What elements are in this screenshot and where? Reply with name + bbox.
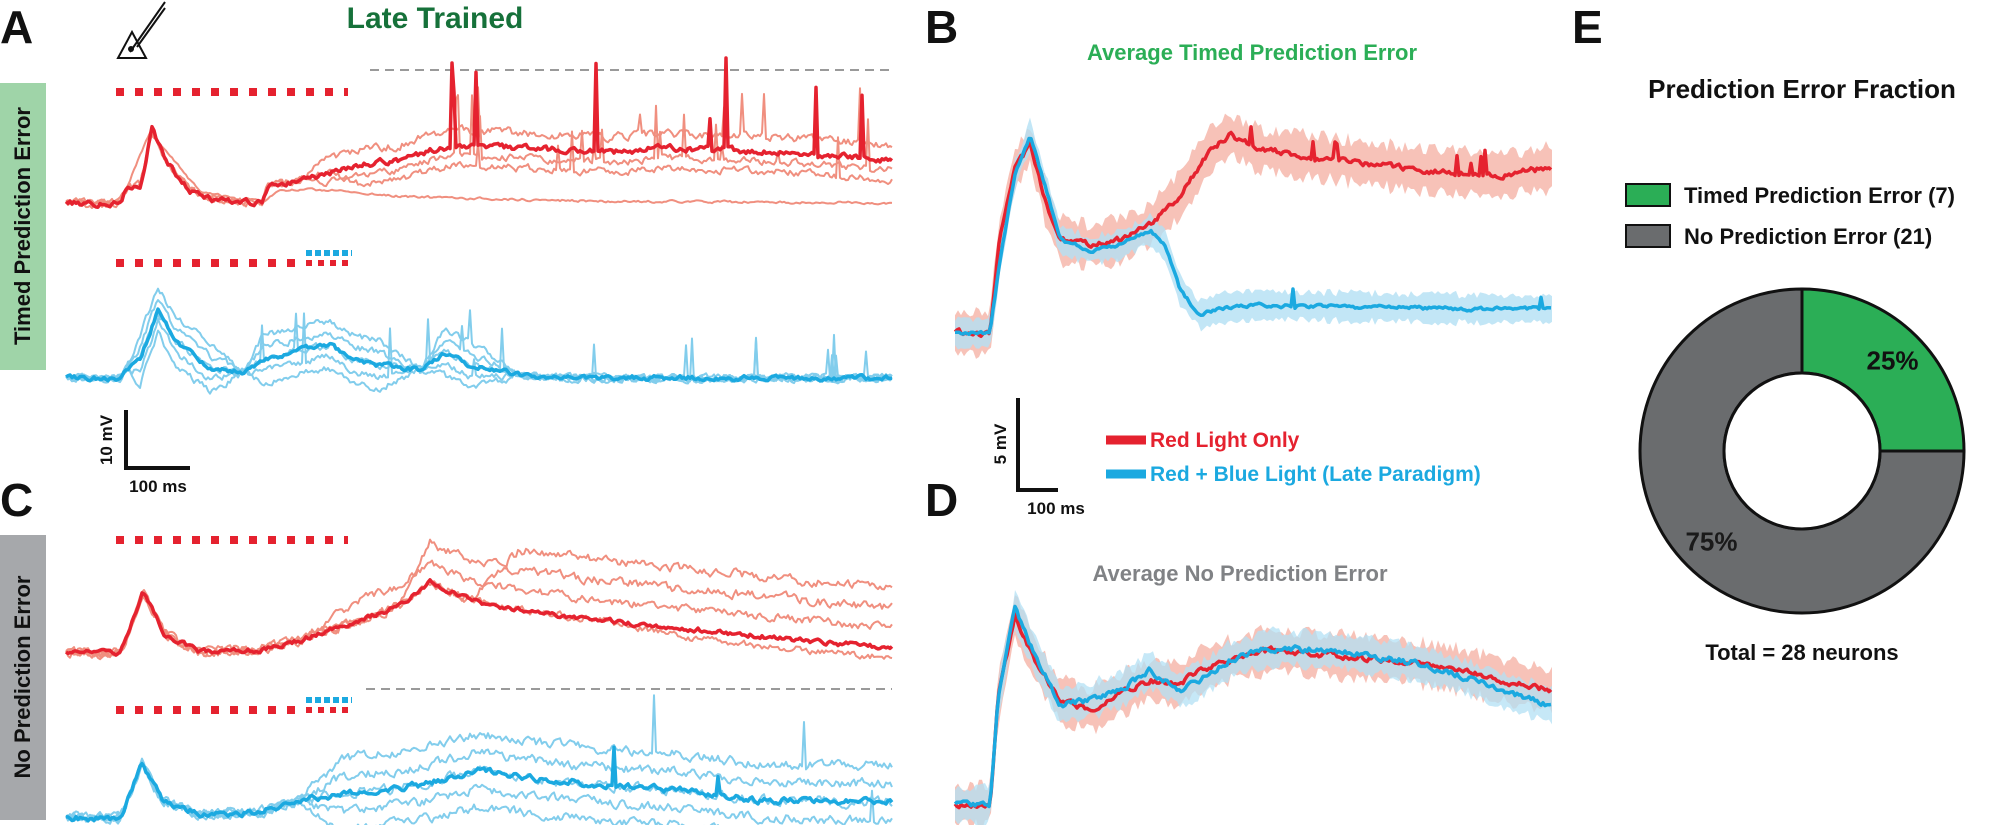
trace-c-blue-mean — [65, 745, 894, 823]
scale-a-x-label: 100 ms — [129, 477, 187, 496]
trace-b-blue-mean — [955, 136, 1552, 337]
donut-percent-label-2: 75% — [1685, 527, 1737, 557]
panel-d-letter: D — [925, 474, 958, 526]
panel-e-letter: E — [1572, 1, 1603, 53]
trace-d-blue-mean — [953, 604, 1552, 809]
trace-c-blue-5 — [65, 764, 751, 830]
trace-a-blue-5 — [65, 329, 893, 395]
panel-e-total: Total = 28 neurons — [1705, 640, 1898, 665]
average-traces-d — [953, 590, 1553, 830]
legend-red-label: Red Light Only — [1150, 429, 1300, 452]
trace-c-red-mean — [64, 578, 894, 657]
side-label-timed: Timed Prediction Error — [10, 107, 35, 345]
donut-percent-label-1: 25% — [1866, 345, 1918, 375]
panel-a-title: Late Trained — [347, 2, 524, 35]
panel-b-letter: B — [925, 1, 958, 53]
sem-band-d-blue — [955, 590, 1552, 827]
side-label-timed-box — [0, 83, 46, 370]
panel-a-letter: A — [0, 1, 33, 53]
side-label-none-box — [0, 535, 46, 820]
pie-legend-swatch-timed — [1625, 183, 1671, 207]
trace-a-red-mean — [64, 56, 894, 209]
trace-a-red-4 — [65, 131, 893, 206]
electrode-icon — [116, 1, 166, 59]
pie-legend-label-timed: Timed Prediction Error (7) — [1684, 183, 1955, 208]
side-label-none: No Prediction Error — [10, 575, 35, 778]
traces-c-blue — [65, 694, 894, 830]
traces-c-red — [64, 538, 894, 661]
trace-a-blue-mean — [65, 307, 892, 383]
traces-a-blue — [65, 287, 893, 395]
sem-band-b-red — [955, 113, 1552, 359]
panel-c-letter: C — [0, 474, 33, 526]
trace-c-blue-4 — [65, 757, 893, 827]
scale-bar-a: 10 mV 100 ms — [97, 410, 190, 496]
scale-b-y-label: 5 mV — [991, 423, 1010, 464]
pie-legend: Timed Prediction Error (7) No Prediction… — [1625, 183, 1955, 249]
scale-a-y-label: 10 mV — [97, 414, 116, 465]
trace-a-blue-4 — [65, 312, 893, 384]
trace-c-red-3 — [65, 559, 893, 659]
trace-legend: Red Light Only Red + Blue Light (Late Pa… — [1106, 429, 1481, 486]
traces-a-red — [64, 56, 894, 209]
average-traces-b — [953, 113, 1553, 359]
scale-b-x-label: 100 ms — [1027, 499, 1085, 518]
panel-e-title: Prediction Error Fraction — [1648, 74, 1956, 104]
panel-b-title: Average Timed Prediction Error — [1087, 40, 1418, 65]
donut-chart: 25% 75% — [1638, 287, 1966, 615]
legend-blue-label: Red + Blue Light (Late Paradigm) — [1150, 463, 1481, 486]
trace-b-red-mean — [953, 125, 1553, 339]
panel-d-title: Average No Prediction Error — [1092, 561, 1387, 586]
trace-c-red-4 — [65, 579, 893, 660]
pie-legend-swatch-none — [1625, 224, 1671, 248]
scale-bar-b: 5 mV 100 ms — [991, 398, 1085, 518]
donut-hole — [1722, 371, 1882, 531]
trace-c-red-2 — [65, 547, 893, 658]
sem-band-d-red — [955, 595, 1552, 830]
pie-legend-label-none: No Prediction Error (21) — [1684, 224, 1932, 249]
